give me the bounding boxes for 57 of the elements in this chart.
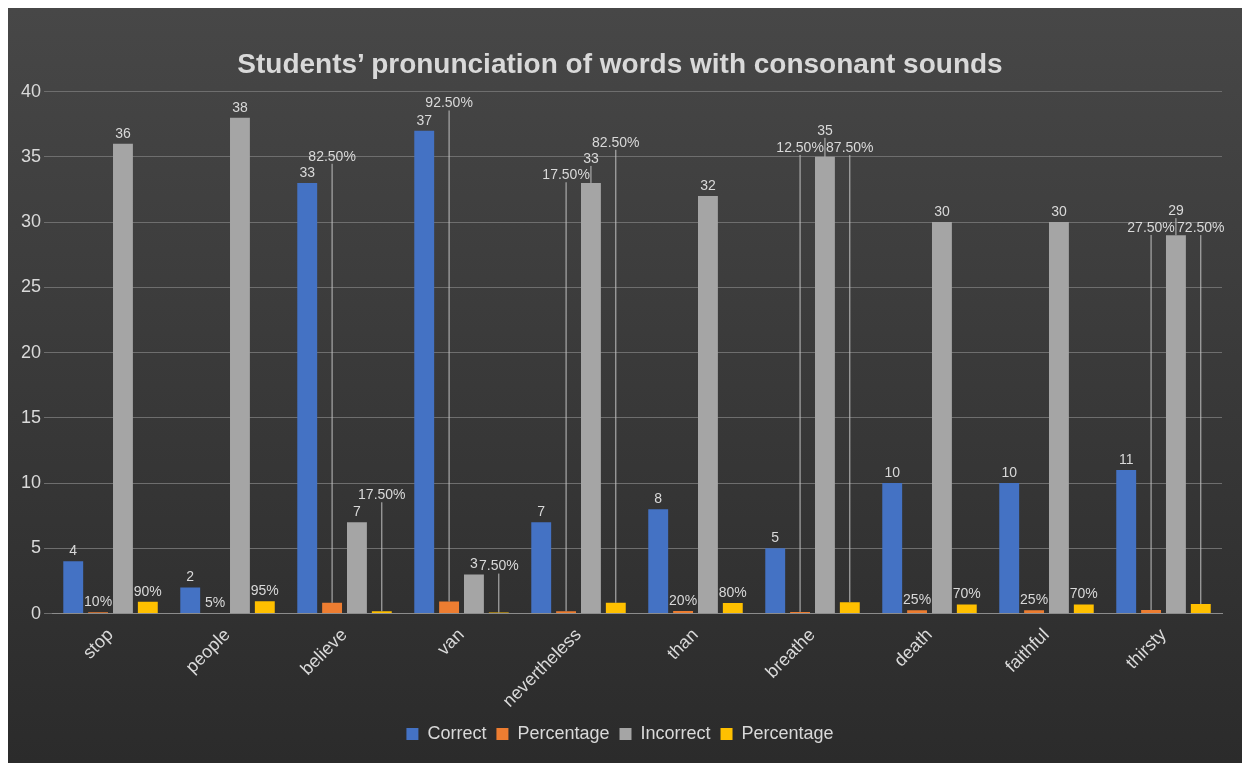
data-label: 4 [69, 542, 78, 559]
data-label: 82.50% [308, 147, 356, 164]
data-label: 8 [654, 490, 663, 507]
data-label: 7 [537, 503, 546, 520]
legend-label: Correct [427, 722, 487, 743]
y-tick-label: 40 [20, 80, 42, 101]
data-label: 2 [186, 568, 195, 585]
data-label: 92.50% [425, 94, 473, 111]
data-label: 27.50% [1127, 218, 1175, 235]
y-tick-label: 10 [20, 472, 42, 493]
data-label: 17.50% [542, 166, 590, 183]
y-tick-label: 0 [31, 602, 42, 623]
chart-title: Students’ pronunciation of words with consonant sounds [237, 47, 1003, 79]
legend-label: Percentage [517, 722, 610, 743]
data-label: 30 [934, 202, 950, 219]
data-label: 35 [817, 121, 833, 138]
data-label: 7.50% [478, 557, 519, 574]
x-tick-label: van [433, 624, 468, 660]
y-tick-label: 15 [20, 406, 42, 427]
data-label: 10 [884, 463, 901, 480]
data-label: 5 [771, 529, 780, 546]
y-tick-label: 5 [31, 537, 42, 558]
y-tick-label: 25 [20, 276, 42, 297]
legend-label: Incorrect [640, 722, 711, 743]
y-tick-label: 30 [20, 211, 42, 232]
data-label: 25% [1020, 591, 1049, 608]
data-label: 30 [1051, 202, 1067, 219]
data-label: 70% [1069, 585, 1098, 602]
data-label: 82.50% [592, 133, 640, 150]
data-label: 87.50% [826, 139, 874, 155]
data-label: 5% [204, 593, 226, 610]
data-label: 32 [700, 176, 716, 193]
x-tick-label: than [662, 624, 702, 664]
data-label: 10% [84, 593, 113, 610]
data-label: 25% [903, 591, 932, 608]
data-label: 29 [1168, 202, 1184, 218]
y-tick-label: 20 [20, 341, 42, 362]
data-label: 36 [115, 124, 131, 141]
data-label: 3 [470, 555, 479, 572]
data-label: 33 [583, 149, 599, 166]
x-tick-label: stop [78, 624, 117, 663]
data-label: 20% [669, 591, 698, 608]
y-tick-label: 35 [20, 145, 42, 166]
data-label: 70% [952, 585, 981, 602]
data-label: 72.50% [1177, 218, 1225, 235]
data-label: 17.50% [358, 486, 406, 503]
data-label: 12.50% [776, 138, 824, 155]
data-label: 38 [232, 98, 248, 115]
data-label: 33 [299, 163, 316, 180]
data-label: 11 [1118, 450, 1134, 467]
data-label: 90% [133, 582, 162, 599]
data-label: 10 [1001, 463, 1018, 480]
data-label: 37 [416, 111, 433, 128]
data-label: 80% [718, 583, 747, 600]
legend-label: Percentage [741, 722, 834, 743]
data-label: 7 [353, 503, 362, 520]
data-label: 95% [250, 582, 279, 599]
